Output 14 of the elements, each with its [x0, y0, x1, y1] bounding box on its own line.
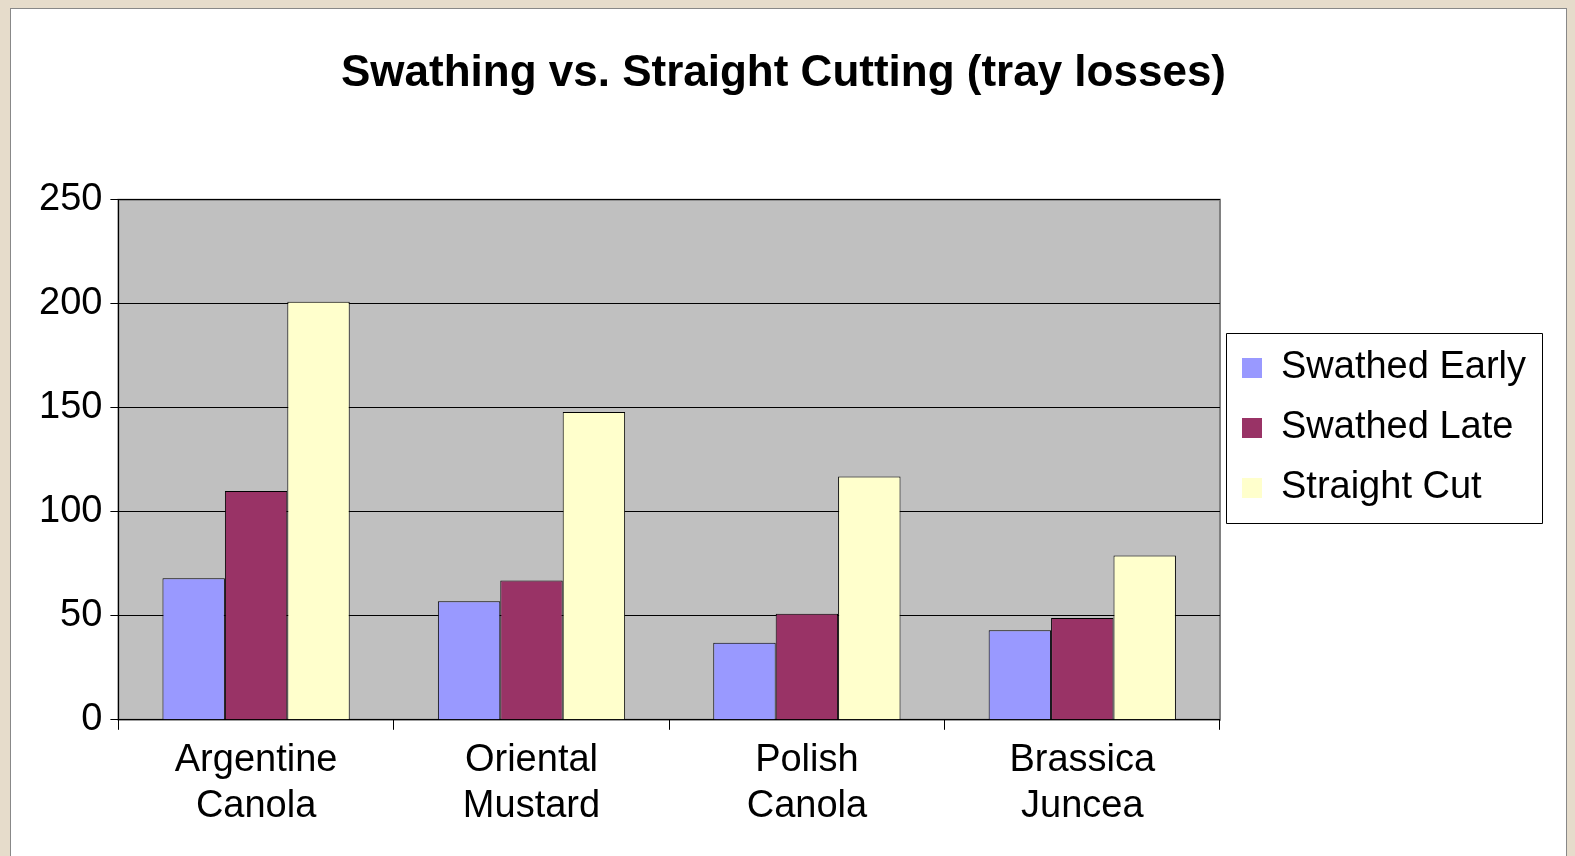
- legend-label: Swathed Late: [1280, 404, 1514, 447]
- legend-label: Straight Cut: [1280, 464, 1483, 507]
- x-tick-label: Oriental Mustard: [462, 737, 601, 825]
- y-tick-label: 200: [39, 280, 103, 323]
- y-tick-label: 0: [81, 696, 103, 739]
- y-tick-label: 150: [39, 384, 103, 427]
- legend-label: Swathed Early: [1280, 344, 1526, 387]
- x-tick-label: Polish Canola: [746, 737, 868, 825]
- y-tick-label: 50: [60, 592, 103, 635]
- y-tick-label: 250: [39, 176, 103, 219]
- x-tick-label: Brassica Juncea: [1009, 737, 1156, 825]
- chart-title: Swathing vs. Straight Cutting (tray losses): [340, 45, 1227, 95]
- y-tick-label: 100: [39, 488, 103, 531]
- x-tick-label: Argentine Canola: [174, 737, 338, 825]
